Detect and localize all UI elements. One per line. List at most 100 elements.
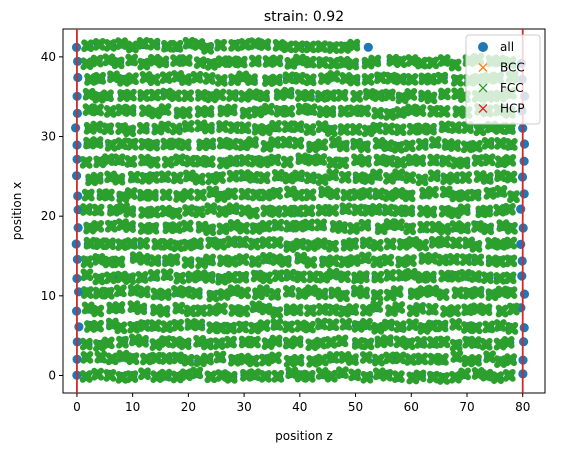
fcc-point xyxy=(395,91,409,105)
fcc-point xyxy=(391,140,405,154)
fcc-point xyxy=(147,138,161,152)
fcc-point xyxy=(493,271,507,285)
fcc-point xyxy=(181,188,195,201)
fcc-point xyxy=(372,187,386,201)
fcc-point xyxy=(213,171,226,184)
fcc-point xyxy=(150,370,164,383)
fcc-point xyxy=(426,336,440,349)
chart-title: strain: 0.92 xyxy=(264,9,344,25)
fcc-point xyxy=(302,204,316,218)
fcc-point xyxy=(239,106,253,120)
fcc-point xyxy=(304,255,318,269)
fcc-point xyxy=(394,72,407,86)
fcc-point xyxy=(303,55,317,69)
fcc-point xyxy=(125,237,138,250)
fcc-point xyxy=(137,89,151,102)
fcc-point xyxy=(324,369,338,383)
fcc-point xyxy=(483,350,497,364)
fcc-point xyxy=(101,153,115,167)
fcc-point xyxy=(323,105,337,118)
fcc-point xyxy=(137,285,151,299)
fcc-point xyxy=(336,156,350,170)
fcc-point xyxy=(116,335,129,349)
fcc-point xyxy=(392,218,405,232)
legend-label-hcp: HCP xyxy=(500,102,525,116)
fcc-point xyxy=(203,253,217,267)
fcc-point xyxy=(111,56,125,70)
fcc-point xyxy=(317,270,331,284)
fcc-point xyxy=(468,336,482,349)
fcc-point xyxy=(438,222,451,236)
fcc-point xyxy=(149,351,163,365)
fcc-point xyxy=(147,269,161,282)
fcc-point xyxy=(358,251,372,265)
fcc-point xyxy=(494,169,508,183)
fcc-point xyxy=(361,73,375,86)
fcc-point xyxy=(370,168,383,182)
fcc-point xyxy=(448,269,462,283)
fcc-point xyxy=(258,353,272,367)
fcc-point xyxy=(324,335,338,349)
fcc-point xyxy=(84,73,97,86)
fcc-point xyxy=(159,352,173,365)
fcc-point xyxy=(236,235,250,249)
fcc-point xyxy=(326,168,340,182)
fcc-point xyxy=(304,171,317,185)
fcc-point xyxy=(81,39,94,53)
legend-label-all: all xyxy=(500,40,514,54)
fcc-point xyxy=(318,185,332,199)
fcc-point xyxy=(494,237,507,251)
fcc-point xyxy=(438,204,452,218)
fcc-point xyxy=(339,202,353,216)
fcc-point xyxy=(316,303,329,316)
fcc-point xyxy=(501,335,515,349)
fcc-point xyxy=(90,54,104,68)
all-point xyxy=(516,204,526,214)
fcc-point xyxy=(281,120,295,134)
fcc-point xyxy=(347,222,360,235)
fcc-point xyxy=(226,202,240,216)
fcc-point xyxy=(281,204,295,218)
fcc-point xyxy=(391,370,405,383)
fcc-point xyxy=(315,353,329,367)
fcc-point xyxy=(201,337,214,351)
fcc-point xyxy=(403,171,417,184)
x-tick-label: 70 xyxy=(459,400,474,414)
fcc-point xyxy=(247,237,261,251)
fcc-point xyxy=(226,137,240,151)
fcc-point xyxy=(103,271,117,285)
fcc-point xyxy=(124,187,138,200)
fcc-point xyxy=(346,237,360,251)
fcc-point xyxy=(416,238,430,252)
fcc-point xyxy=(449,121,463,135)
fcc-point xyxy=(315,173,329,187)
fcc-point xyxy=(360,317,373,331)
fcc-point xyxy=(506,302,520,316)
fcc-point xyxy=(278,255,292,268)
fcc-point xyxy=(192,38,206,51)
fcc-point xyxy=(214,237,227,251)
fcc-point xyxy=(306,354,320,368)
fcc-point xyxy=(359,236,373,250)
fcc-point xyxy=(245,73,258,87)
fcc-point xyxy=(112,301,126,314)
fcc-point xyxy=(373,153,387,167)
fcc-point xyxy=(315,287,329,301)
fcc-point xyxy=(136,121,150,135)
fcc-point xyxy=(328,135,342,149)
fcc-point xyxy=(438,120,452,134)
fcc-point xyxy=(169,122,183,136)
fcc-point xyxy=(480,204,494,218)
fcc-point xyxy=(238,286,252,300)
fcc-point xyxy=(238,37,252,51)
fcc-point xyxy=(91,367,105,381)
fcc-point xyxy=(437,105,451,118)
fcc-point xyxy=(480,368,494,382)
fcc-point xyxy=(359,154,372,168)
fcc-point xyxy=(494,355,507,368)
fcc-point xyxy=(225,254,239,268)
fcc-point xyxy=(228,304,242,317)
fcc-point xyxy=(249,154,262,168)
fcc-point xyxy=(495,285,509,299)
x-tick-label: 20 xyxy=(181,400,196,414)
